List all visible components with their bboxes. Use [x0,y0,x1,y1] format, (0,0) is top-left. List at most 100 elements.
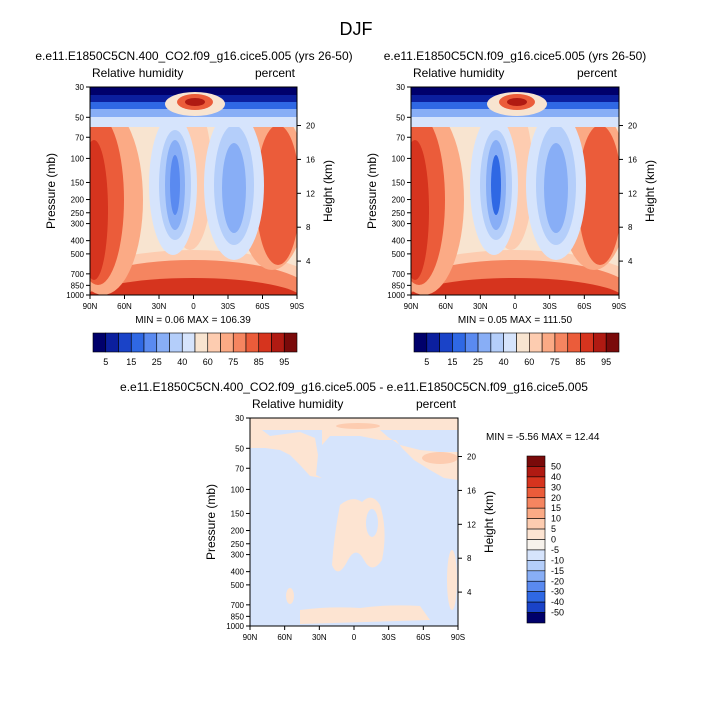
colorbar-label: 40 [551,472,561,482]
y-right-tick-label: 8 [306,223,311,232]
y-tick-label: 50 [396,113,405,122]
y-tick-label: 250 [392,209,406,218]
y-right-tick-label: 16 [306,155,315,164]
colorbar-swatch [92,332,107,353]
x-tick-label: 30S [543,302,557,311]
x-tick-label: 90S [290,302,304,311]
y-tick-label: 850 [71,281,85,290]
colorbar-label: 5 [103,357,108,367]
colorbar-swatch [526,570,546,582]
colorbar-swatch [477,332,492,353]
panel-1-stats: MIN = 0.06 MAX = 106.39 [135,315,251,326]
colorbar-swatch [526,487,546,499]
y-right-tick-label: 16 [467,486,476,495]
y-tick-label: 1000 [226,622,244,631]
colorbar-label: 85 [576,357,586,367]
colorbar-swatch [526,497,546,509]
colorbar-label: -15 [551,566,564,576]
x-tick-label: 30N [152,302,167,311]
x-tick-label: 60S [577,302,591,311]
panel-3-subtitle-left: Relative humidity [252,397,343,411]
colorbar-swatch [593,332,607,353]
y-tick-label: 30 [235,414,244,423]
x-tick-label: 30N [473,302,488,311]
colorbar-swatch [194,332,209,353]
y-right-tick-label: 12 [467,520,476,529]
y-tick-label: 100 [71,154,85,163]
y-tick-label: 400 [231,568,245,577]
y-tick-label: 70 [235,464,244,473]
colorbar-label: 40 [499,357,509,367]
colorbar-label: 60 [203,357,213,367]
y-tick-label: 700 [231,601,245,610]
y-tick-label: 300 [71,220,85,229]
colorbar-swatch [464,332,479,353]
y-tick-label: 200 [71,196,85,205]
colorbar-swatch [207,332,221,353]
colorbar-swatch [181,332,196,353]
colorbar-swatch [526,560,546,572]
colorbar-swatch [526,507,546,519]
y-right-tick-label: 4 [306,257,311,266]
colorbar-swatch [283,332,298,353]
panel-2-field [411,87,619,295]
colorbar-label: 60 [524,357,534,367]
x-tick-label: 60N [117,302,132,311]
y-right-tick-label: 8 [628,223,633,232]
colorbar-label: -50 [551,608,564,618]
colorbar-swatch [526,455,546,467]
y-tick-label: 250 [71,209,85,218]
panel-2-stats: MIN = 0.05 MAX = 111.50 [458,315,573,326]
x-tick-label: 90N [83,302,98,311]
colorbar-swatch [130,332,145,353]
panel-1-field [90,87,297,295]
panel-1-ylabel-right: Height (km) [321,160,335,222]
panel-2-subtitle-left: Relative humidity [413,66,504,80]
colorbar-label: 85 [254,357,264,367]
panel-2: e.e11.E1850C5CN.f09_g16.cice5.005 (yrs 2… [365,49,657,326]
colorbar-label: 25 [473,357,483,367]
y-tick-label: 30 [396,83,405,92]
y-tick-label: 1000 [387,291,405,300]
colorbar-label: -40 [551,597,564,607]
panel-3: e.e11.E1850C5CN.400_CO2.f09_g16.cice5.00… [120,380,600,642]
colorbar-swatch [605,332,620,353]
colorbar-swatch [554,332,569,353]
y-right-tick-label: 20 [628,122,637,131]
panel-2-ylabel-right: Height (km) [643,160,657,222]
colorbar-swatch [245,332,260,353]
y-tick-label: 50 [75,113,84,122]
colorbar-label: -5 [551,545,559,555]
panel-3-title: e.e11.E1850C5CN.400_CO2.f09_g16.cice5.00… [120,380,588,394]
colorbar-swatch [439,332,453,353]
y-tick-label: 400 [392,237,406,246]
colorbar-label: 0 [551,535,556,545]
y-tick-label: 850 [231,612,245,621]
y-tick-label: 150 [392,178,406,187]
colorbar-swatch [258,332,272,353]
panel-1-title: e.e11.E1850C5CN.400_CO2.f09_g16.cice5.00… [35,49,352,63]
colorbar-label: 75 [228,357,238,367]
panel-1-subtitle-right: percent [255,66,296,80]
colorbar-swatch [503,332,517,353]
colorbar-swatch [516,332,530,353]
x-tick-label: 90S [451,633,465,642]
panel-3-field [250,418,458,626]
colorbar-label: 5 [424,357,429,367]
colorbar-panel-2: 5 15 25 40 60 75 85 95 [413,332,620,367]
colorbar-swatch [220,332,234,353]
panel-3-ylabel: Pressure (mb) [204,484,218,560]
colorbar-swatch [526,601,546,613]
colorbar-swatch [452,332,466,353]
y-tick-label: 150 [231,509,245,518]
x-tick-label: 30N [312,633,327,642]
y-right-tick-label: 8 [467,554,472,563]
y-tick-label: 400 [71,237,85,246]
colorbar-swatch [526,466,546,478]
colorbar-label: 75 [550,357,560,367]
x-tick-label: 60N [438,302,453,311]
y-right-tick-label: 16 [628,155,637,164]
y-tick-label: 700 [392,270,406,279]
